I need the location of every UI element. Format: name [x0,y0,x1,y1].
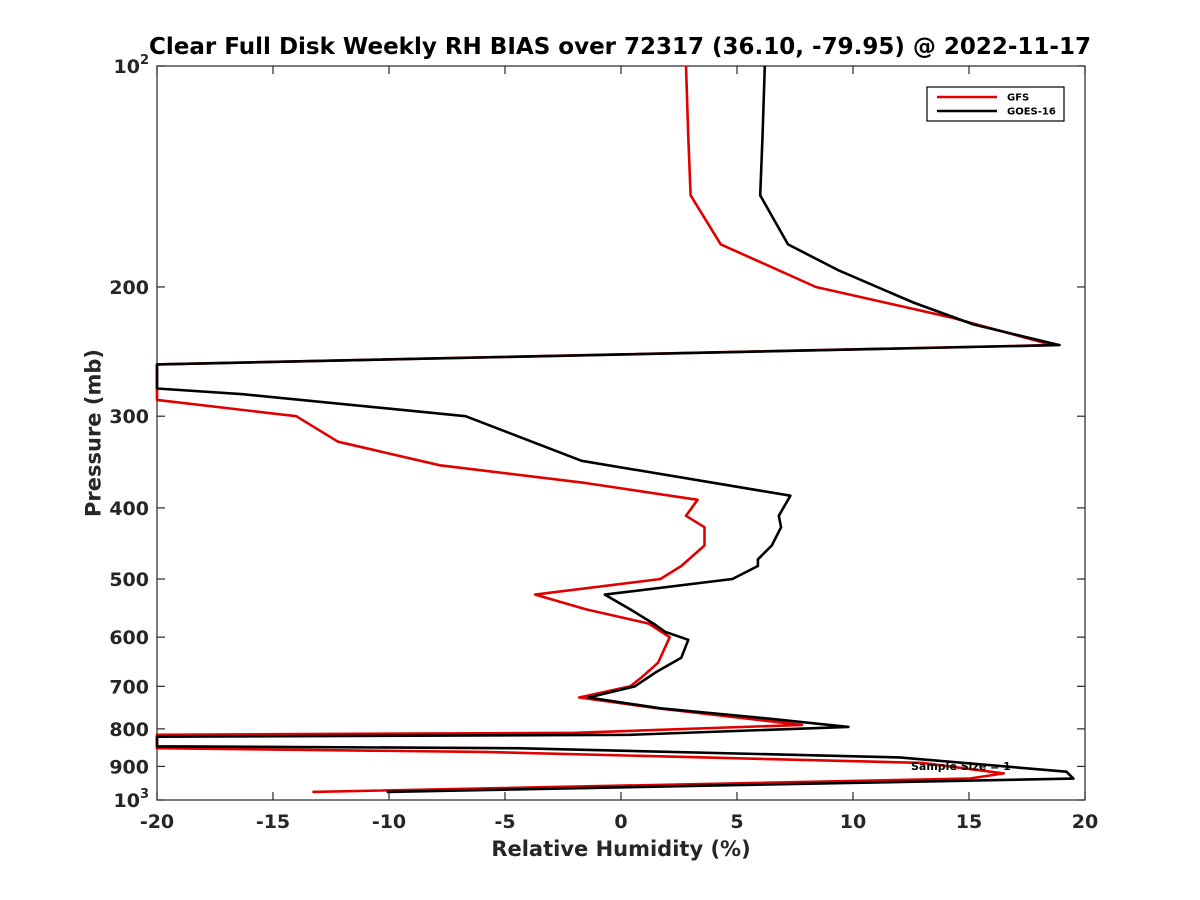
x-tick-label: 5 [730,811,743,833]
x-tick-label: 0 [614,811,627,833]
x-tick-label: -20 [140,811,174,833]
x-tick-label: 10 [840,811,866,833]
x-tick-label: -5 [494,811,515,833]
x-tick-label: 20 [1072,811,1098,833]
y-tick-label: 300 [109,406,149,428]
y-axis: 102 200 300 400 500 600 700 800 900 103 [109,53,1085,812]
y-tick-label: 700 [109,676,149,698]
y-tick-label: 103 [114,787,150,812]
legend-label-goes-16: GOES-16 [1007,107,1056,118]
x-axis-label: Relative Humidity (%) [491,837,750,861]
x-axis: -20 -15 -10 -5 0 5 10 15 20 [140,66,1098,833]
x-tick-label: -15 [256,811,290,833]
y-tick-label: 400 [109,498,149,520]
y-tick-label: 500 [109,569,149,591]
series-layer [155,65,1075,794]
y-tick-label: 900 [109,756,149,778]
legend-label-gfs: GFS [1007,93,1029,104]
plot-area: -20 -15 -10 -5 0 5 10 15 20 102 200 300 400 500 600 70… [109,53,1098,833]
legend-box [926,86,1065,122]
sample-size-annotation: Sample Size = 1 [911,760,1011,773]
y-tick-label: 200 [109,277,149,299]
y-tick-label: 800 [109,719,149,741]
x-tick-label: 15 [956,811,982,833]
series-line-gfs [155,65,1054,794]
y-axis-label: Pressure (mb) [81,349,105,517]
y-tick-label: 600 [109,627,149,649]
legend: GFS GOES-16 [926,86,1065,122]
series-line-goes-16 [155,65,1075,794]
x-tick-label: -10 [372,811,406,833]
chart-title: Clear Full Disk Weekly RH BIAS over 7231… [149,34,1091,60]
y-tick-label: 102 [114,53,150,78]
